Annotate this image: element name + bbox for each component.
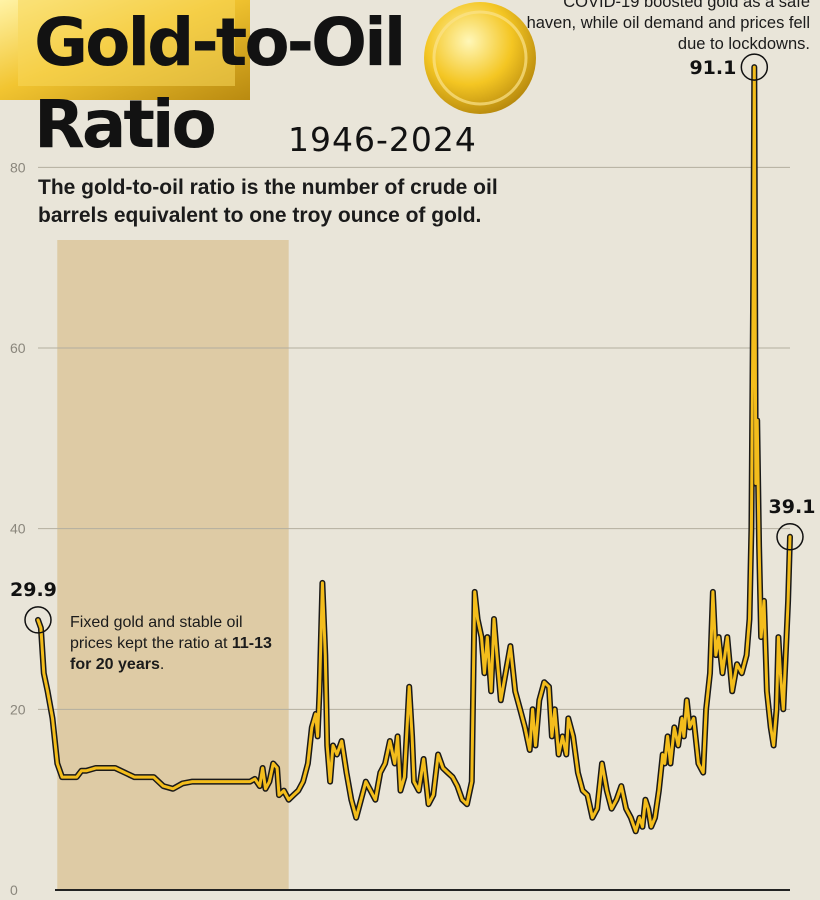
y-tick-labels: 0 20 40 60 80: [10, 159, 26, 898]
value-label-1: 91.1: [689, 57, 736, 79]
year-range: 1946-2024: [288, 120, 477, 159]
value-label-2: 39.1: [769, 496, 816, 518]
ratio-series: [35, 64, 793, 835]
title-line-2: Ratio: [34, 86, 217, 163]
series-line: [36, 65, 792, 833]
y-tick-40: 40: [10, 521, 26, 537]
gridlines: [38, 166, 790, 710]
subtitle: The gold-to-oil ratio is the number of c…: [38, 176, 498, 227]
title-line-1: Gold-to-Oil: [34, 4, 406, 81]
y-tick-60: 60: [10, 340, 26, 356]
y-tick-80: 80: [10, 159, 26, 175]
covid-annotation: COVID-19 boosted gold as a safe haven, w…: [526, 0, 810, 53]
fixed-note-suffix: .: [159, 656, 165, 673]
y-tick-0: 0: [10, 882, 18, 898]
y-tick-20: 20: [10, 701, 26, 717]
fixed-note-highlight: 11-13 for 20 years: [70, 635, 272, 673]
fixed-note-prefix: Fixed gold and stable oil prices kept th…: [70, 614, 243, 652]
value-markers: 29.9 91.1 39.1: [10, 53, 816, 634]
gold-coin-icon: [424, 2, 536, 114]
shaded-fixed-period: [57, 240, 289, 890]
marker-circle-1: [740, 53, 769, 81]
gold-bar-icon: [0, 0, 250, 100]
fixed-price-annotation: Fixed gold and stable oil prices kept th…: [70, 612, 280, 675]
marker-circle-2: [776, 523, 804, 551]
value-label-0: 29.9: [10, 579, 57, 601]
marker-circle-0: [24, 606, 52, 634]
